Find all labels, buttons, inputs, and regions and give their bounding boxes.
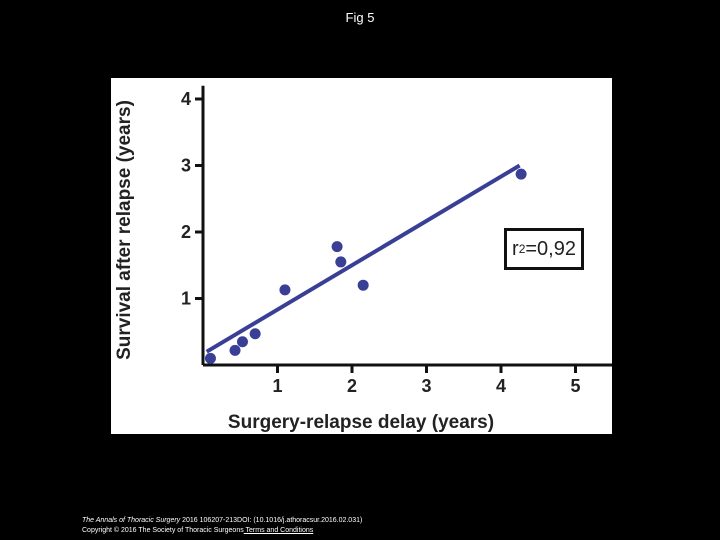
citation: The Annals of Thoracic Surgery 2016 1062… — [82, 516, 362, 536]
citation-line-1: The Annals of Thoracic Surgery 2016 1062… — [82, 516, 362, 526]
r-squared-annotation: r 2 =0,92 — [504, 228, 584, 270]
citation-line-2: Copyright © 2016 The Society of Thoracic… — [82, 526, 362, 536]
x-tick-label: 2 — [347, 376, 357, 396]
slide-title: Fig 5 — [345, 10, 375, 25]
y-tick-label: 4 — [181, 89, 191, 109]
data-point — [357, 279, 369, 291]
data-point — [515, 168, 527, 180]
data-point — [229, 344, 241, 356]
x-tick-label: 5 — [570, 376, 580, 396]
data-point — [204, 352, 216, 364]
journal-name: The Annals of Thoracic Surgery — [82, 517, 181, 524]
y-tick-label: 1 — [181, 289, 191, 309]
x-tick-label: 4 — [496, 376, 506, 396]
r-squared-exponent: 2 — [518, 242, 526, 256]
data-point — [335, 256, 347, 268]
x-tick-label: 1 — [272, 376, 282, 396]
data-points — [204, 168, 527, 364]
y-tick-label: 2 — [181, 222, 191, 242]
data-point — [279, 284, 291, 296]
data-point — [249, 328, 261, 340]
x-axis-label: Surgery-relapse delay (years) — [228, 412, 494, 433]
y-axis-label: Survival after relapse (years) — [114, 100, 135, 360]
terms-link[interactable]: Terms and Conditions — [243, 527, 314, 534]
copyright-text: Copyright © 2016 The Society of Thoracic… — [82, 527, 244, 534]
citation-details: 2016 106207-213DOI: (10.1016/j.athoracsu… — [180, 517, 363, 524]
r-squared-r: r — [512, 237, 519, 260]
r-squared-value: =0,92 — [525, 237, 576, 260]
x-tick-label: 3 — [421, 376, 431, 396]
axes: 1 2 3 4 5 1 2 3 4 — [181, 85, 612, 396]
fit-line-group — [205, 163, 521, 354]
y-tick-label: 3 — [181, 156, 191, 176]
regression-line — [205, 163, 521, 354]
data-point — [331, 241, 343, 253]
data-point — [236, 336, 248, 348]
